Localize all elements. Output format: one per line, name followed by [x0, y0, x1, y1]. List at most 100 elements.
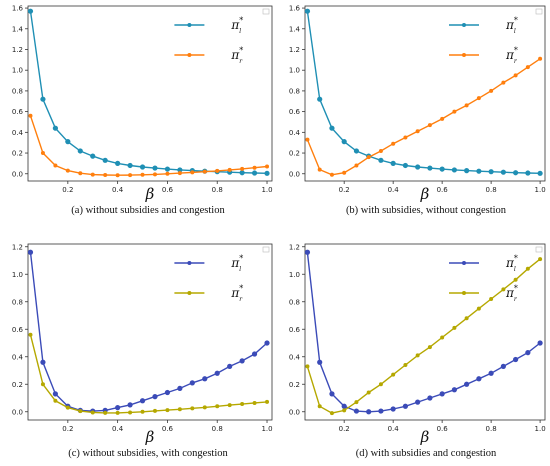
legend-label: π* l: [230, 254, 243, 273]
legend-toggle-box: [262, 8, 270, 15]
x-tick-label: 0.4: [112, 425, 124, 433]
data-point: [202, 405, 207, 410]
data-point: [537, 170, 543, 176]
data-point: [90, 410, 95, 415]
data-point: [40, 151, 45, 156]
data-point: [451, 167, 457, 173]
data-point: [464, 381, 470, 387]
data-point: [78, 409, 83, 414]
data-point: [427, 165, 433, 171]
data-point: [489, 88, 494, 93]
y-tick-label: 0.8: [289, 87, 300, 95]
data-point: [415, 353, 420, 358]
data-point: [403, 363, 408, 367]
data-point: [152, 172, 157, 177]
data-point: [513, 170, 519, 176]
data-point: [177, 167, 183, 173]
data-point: [390, 160, 396, 166]
y-tick-label: 1.2: [289, 46, 300, 54]
data-point: [415, 399, 421, 405]
data-point: [264, 340, 270, 346]
data-point: [65, 139, 71, 145]
legend-symbol: π: [230, 286, 240, 300]
y-tick-label: 1.0: [289, 271, 300, 279]
x-tick-label: 1.0: [261, 425, 272, 433]
data-point: [537, 340, 543, 346]
data-point: [427, 123, 432, 128]
data-point: [366, 409, 372, 415]
data-point: [165, 171, 170, 176]
y-tick-label: 1.6: [12, 5, 24, 13]
data-point: [227, 363, 233, 369]
data-point: [500, 363, 506, 369]
series-line-pi-r: [29, 334, 268, 414]
panel-caption: (b) with subsidies, without congestion: [346, 205, 507, 216]
legend-label: π* r: [505, 284, 518, 303]
data-point: [427, 345, 432, 350]
data-point: [265, 164, 270, 169]
y-tick-label: 1.2: [12, 46, 23, 54]
data-point: [202, 376, 208, 382]
data-point: [440, 116, 445, 121]
legend-marker: [462, 23, 466, 27]
data-point: [265, 399, 270, 404]
x-tick-label: 0.6: [437, 425, 449, 433]
legend-superscript: *: [514, 16, 518, 25]
data-point: [190, 170, 195, 175]
data-point: [378, 382, 383, 387]
data-point: [390, 406, 396, 412]
data-point: [240, 402, 245, 407]
legend-symbol: π: [230, 18, 240, 32]
data-point: [440, 335, 445, 340]
data-point: [476, 96, 481, 101]
legend-label: π* r: [230, 46, 243, 65]
y-tick-label: 1.0: [289, 67, 300, 75]
plot-frame: [304, 5, 546, 182]
chart-panel-3: 0.00.20.40.60.81.01.20.2 0.4 0.6 0.8 1.0π* lπ…: [12, 243, 273, 459]
legend-marker: [462, 53, 466, 57]
chart-panel-2: 0.0 0.2 0.4 0.6 0.8 1.0 1.2 1.4 1.6 0.2 0.4 0.6 0.8 1…: [289, 5, 546, 216]
legend-superscript: *: [239, 16, 243, 25]
data-point: [329, 125, 335, 131]
legend-marker: [462, 291, 466, 295]
data-point: [525, 65, 530, 70]
data-point: [501, 287, 506, 292]
x-axis-label: β: [420, 428, 430, 446]
data-point: [525, 170, 531, 176]
legend: π* lπ* r: [449, 16, 518, 65]
data-point: [464, 316, 469, 321]
x-tick-label: 1.0: [261, 186, 272, 194]
plot-frame: [304, 243, 546, 421]
x-tick-label: 0.2: [62, 425, 73, 433]
x-tick-label: 0.6: [162, 425, 174, 433]
data-point: [354, 163, 359, 168]
data-point: [402, 403, 409, 409]
y-tick-label: 0.0: [12, 170, 23, 178]
x-tick-label: 0.6: [162, 186, 174, 194]
data-point: [128, 410, 133, 415]
data-point: [378, 408, 384, 414]
x-tick-label: 0.2: [339, 186, 350, 194]
x-axis-label: β: [420, 185, 430, 203]
data-point: [500, 169, 506, 175]
data-point: [353, 408, 360, 414]
y-tick-label: 1.6: [289, 5, 301, 13]
data-point: [341, 139, 347, 145]
legend-label: π* l: [230, 16, 243, 35]
data-point: [464, 103, 469, 108]
data-point: [513, 277, 518, 282]
x-tick-label: 0.2: [62, 186, 73, 194]
data-point: [202, 169, 207, 174]
data-point: [415, 164, 421, 170]
legend-superscript: *: [239, 46, 243, 55]
x-tick-label: 1.0: [535, 425, 546, 433]
data-point: [488, 370, 494, 376]
legend-superscript: *: [514, 46, 518, 55]
legend-marker: [187, 291, 192, 295]
y-tick-label: 0.2: [289, 381, 300, 389]
data-point: [513, 356, 519, 363]
data-point: [115, 173, 120, 178]
data-point: [240, 166, 245, 171]
legend: π* lπ* r: [449, 254, 518, 303]
legend-symbol: π: [230, 48, 240, 62]
